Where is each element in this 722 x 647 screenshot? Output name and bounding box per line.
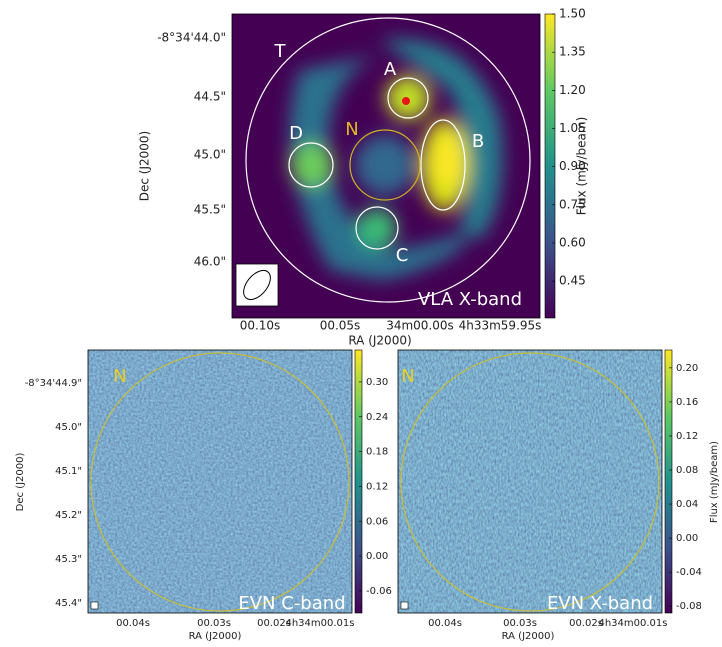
region-label: C: [396, 245, 409, 266]
colorbar-tick-label: 0.20: [676, 363, 698, 374]
x-axis-label: RA (J2000): [189, 631, 242, 642]
region-label: A: [384, 59, 397, 80]
x-tick-label: 00.02s: [257, 618, 291, 629]
x-tick-label: 4h33m59.95s: [459, 319, 542, 333]
colorbar-tick-label: 0.08: [676, 465, 698, 476]
band-label: EVN C-band: [238, 593, 345, 614]
colorbar-tick-label: 1.20: [559, 83, 586, 97]
x-tick-label: 00.02s: [569, 618, 603, 629]
colorbar-label: Flux (mJy/beam): [709, 441, 720, 523]
colorbar-tick-label: 0.16: [676, 397, 698, 408]
region-label: B: [472, 131, 484, 152]
colorbar-tick-label: 0.00: [676, 533, 698, 544]
colorbar-tick-label: 0.24: [366, 412, 388, 423]
region-label: N: [401, 366, 414, 387]
x-axis-label: RA (J2000): [348, 334, 411, 348]
y-tick-label: 45.4": [55, 598, 82, 609]
x-tick-label: 4h34m00.01s: [598, 618, 667, 629]
y-tick-label: 45.2": [55, 510, 82, 521]
colorbar-tick-label: -0.06: [366, 586, 392, 597]
colorbar-label: Flux (mJy/beam): [575, 117, 589, 216]
colorbar-tick-label: 1.05: [559, 121, 586, 135]
region-label: D: [289, 123, 303, 144]
band-label: EVN X-band: [547, 593, 653, 614]
y-axis-label: Dec (J2000): [138, 131, 152, 201]
y-tick-label: 45.3": [55, 554, 82, 565]
colorbar-tick-label: -0.04: [676, 567, 702, 578]
colorbar-tick-label: 0.12: [366, 481, 388, 492]
evn-x-image: [397, 349, 663, 614]
x-tick-label: 00.04s: [116, 618, 150, 629]
colorbar-tick-label: 0.90: [559, 159, 586, 173]
y-tick-label: 45.1": [55, 466, 82, 477]
x-axis-label: RA (J2000): [502, 631, 555, 642]
x-tick-label: 00.03s: [197, 618, 231, 629]
x-tick-label: 00.03s: [503, 618, 537, 629]
evn-c-image: [87, 349, 353, 614]
x-tick-label: 4h34m00.01s: [285, 618, 354, 629]
y-tick-label: 45.5": [194, 203, 226, 217]
colorbar-tick-label: 0.04: [676, 499, 698, 510]
y-tick-label: 46.0": [194, 255, 226, 269]
x-tick-label: 00.04s: [428, 618, 462, 629]
colorbar-tick-label: 0.30: [366, 377, 388, 388]
colorbar: [664, 349, 673, 614]
region-label: N: [345, 119, 358, 140]
colorbar-tick-label: 1.35: [559, 45, 586, 59]
colorbar-tick-label: -0.08: [676, 601, 702, 612]
y-tick-label: 45.0": [194, 148, 226, 162]
colorbar: [354, 349, 363, 614]
colorbar-tick-label: 1.50: [559, 7, 586, 21]
y-axis-label: Dec (J2000): [15, 453, 26, 512]
colorbar-tick-label: 0.00: [366, 551, 388, 562]
y-tick-label: 44.5": [194, 90, 226, 104]
band-label: VLA X-band: [418, 289, 522, 310]
colorbar-tick-label: 0.18: [366, 447, 388, 458]
vla-image: [231, 13, 541, 319]
region-label: T: [274, 41, 287, 62]
region-label: N: [113, 366, 126, 387]
colorbar: [544, 13, 556, 319]
colorbar-tick-label: 0.75: [559, 197, 586, 211]
colorbar-tick-label: 0.06: [366, 516, 388, 527]
x-tick-label: 00.05s: [320, 319, 361, 333]
x-tick-label: 00.10s: [240, 319, 281, 333]
colorbar-tick-label: 0.60: [559, 235, 586, 249]
x-tick-label: 34m00.00s: [386, 319, 454, 333]
y-tick-label: -8°34'44.9": [25, 378, 82, 389]
y-tick-label: 45.0": [55, 422, 82, 433]
colorbar-tick-label: 0.12: [676, 431, 698, 442]
colorbar-tick-label: 0.45: [559, 274, 586, 288]
y-tick-label: -8°34'44.0": [157, 31, 226, 45]
